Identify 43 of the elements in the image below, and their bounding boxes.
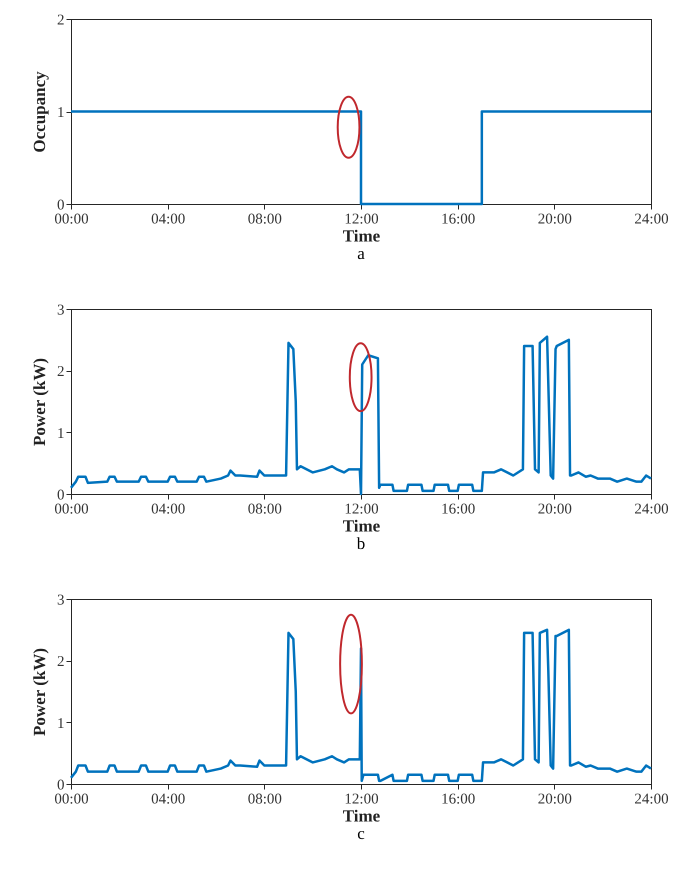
x-tick-label: 04:00 xyxy=(151,792,186,808)
y-axis-title: Power (kW) xyxy=(30,648,49,736)
x-tick-label: 00:00 xyxy=(54,502,89,518)
x-tick-label: 20:00 xyxy=(538,502,572,518)
y-tick-label: 0 xyxy=(57,488,64,504)
x-tick-label: 16:00 xyxy=(441,792,476,808)
y-tick-label: 0 xyxy=(57,198,64,214)
x-axis-title: Time xyxy=(342,226,381,246)
x-tick-label: 24:00 xyxy=(634,212,669,228)
x-tick-label: 20:00 xyxy=(538,212,572,228)
y-tick-label: 3 xyxy=(57,302,64,318)
text: c xyxy=(357,824,366,843)
x-tick-label: 08:00 xyxy=(248,792,282,808)
y-tick-label: 2 xyxy=(57,654,64,670)
x-tick-label: 20:00 xyxy=(538,792,572,808)
x-tick-label: 04:00 xyxy=(151,502,186,518)
y-axis-title: Power (kW) xyxy=(30,358,49,446)
x-tick-label: 00:00 xyxy=(54,792,89,808)
x-tick-label: 16:00 xyxy=(441,502,476,518)
text: b xyxy=(356,534,366,553)
x-axis-title: Time xyxy=(342,806,381,826)
x-tick-label: 12:00 xyxy=(344,792,379,808)
x-tick-label: 08:00 xyxy=(248,502,282,518)
y-tick-label: 3 xyxy=(57,592,64,608)
x-tick-label: 24:00 xyxy=(634,792,669,808)
x-tick-label: 08:00 xyxy=(248,212,282,228)
text: a xyxy=(357,244,366,263)
y-tick-label: 1 xyxy=(57,426,64,442)
x-axis-title: Time xyxy=(342,516,381,536)
x-tick-label: 12:00 xyxy=(344,502,379,518)
y-tick-label: 2 xyxy=(57,364,64,380)
x-tick-label: 04:00 xyxy=(151,212,186,228)
y-tick-label: 1 xyxy=(57,105,64,121)
x-tick-label: 12:00 xyxy=(344,212,379,228)
y-tick-label: 1 xyxy=(57,716,64,732)
y-axis-title: Occupancy xyxy=(30,70,49,153)
line-series xyxy=(70,336,652,496)
x-tick-label: 24:00 xyxy=(634,502,669,518)
x-tick-label: 16:00 xyxy=(441,212,476,228)
line-series xyxy=(70,628,652,782)
x-tick-label: 00:00 xyxy=(54,212,89,228)
y-tick-label: 0 xyxy=(57,778,64,794)
y-tick-label: 2 xyxy=(57,12,64,28)
